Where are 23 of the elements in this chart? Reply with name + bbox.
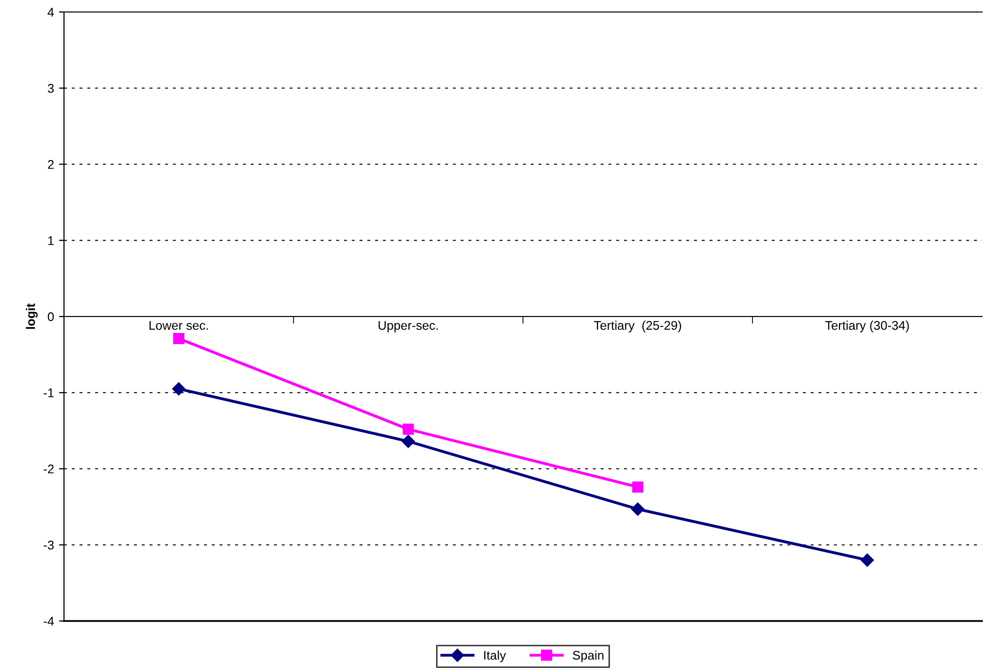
point <box>860 554 874 567</box>
legend-label: Spain <box>572 650 604 662</box>
y-tick-label: 1 <box>48 236 54 245</box>
y-tick-label: -1 <box>44 388 54 398</box>
x-tick-label: Tertiary (30-34) <box>825 320 909 332</box>
x-tick-label: Upper-sec. <box>378 321 438 332</box>
point <box>402 434 415 448</box>
legend-label: Italy <box>484 650 506 662</box>
point <box>173 333 184 344</box>
y-tick-label: 4 <box>48 8 54 17</box>
y-tick-label: 0 <box>48 312 54 322</box>
y-tick-label: -2 <box>44 464 54 474</box>
y-axis-title: logit <box>26 303 38 329</box>
x-tick-label: Lower sec. <box>150 321 208 330</box>
point <box>172 382 186 396</box>
y-tick-label: -4 <box>44 616 54 626</box>
point <box>632 481 644 493</box>
point <box>402 424 414 435</box>
y-tick-label: 3 <box>48 84 54 93</box>
y-tick-label: -3 <box>44 540 54 550</box>
point <box>631 502 644 516</box>
x-tick-label: Tertiary (25-29) <box>594 320 682 332</box>
y-tick-label: 2 <box>48 160 54 169</box>
